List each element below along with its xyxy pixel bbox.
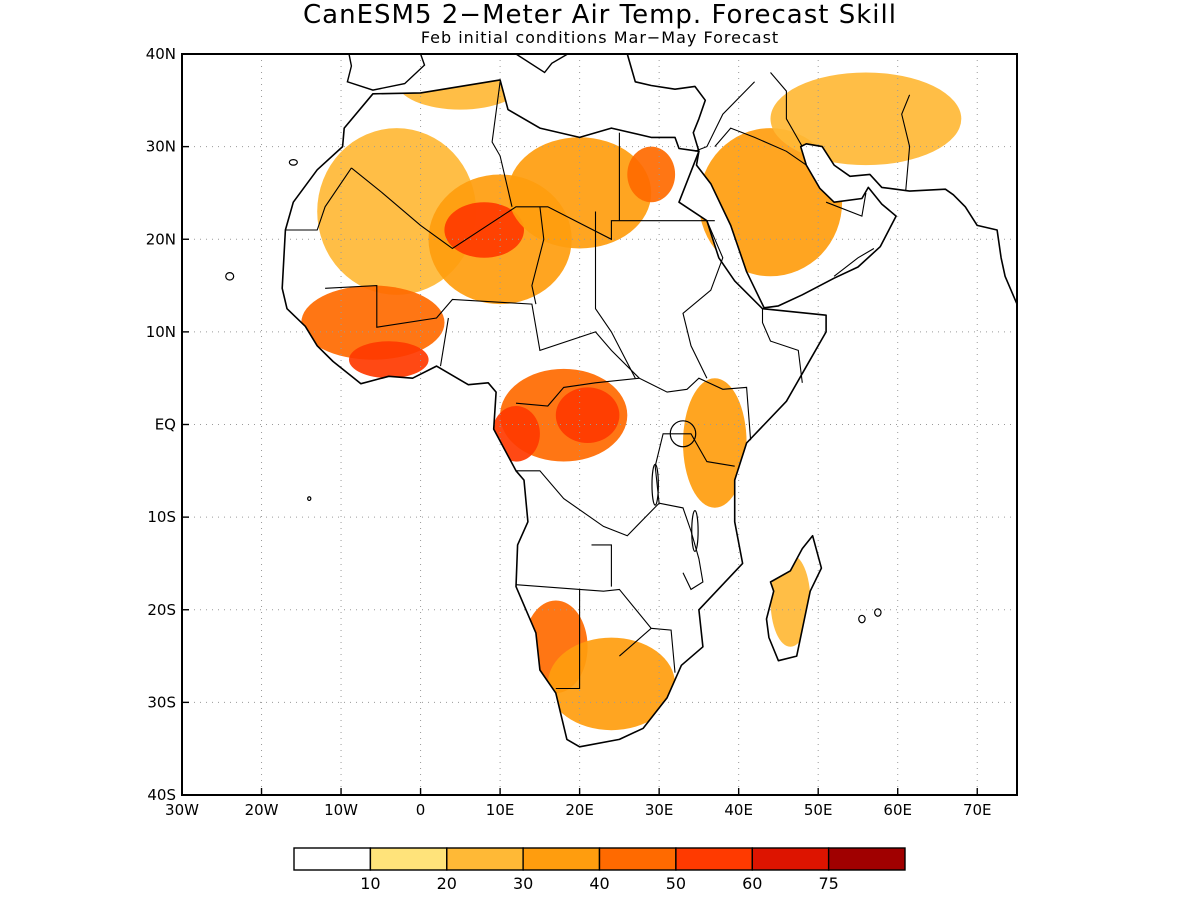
colorbar-swatch — [751, 847, 830, 871]
colorbar-swatch — [598, 847, 677, 871]
axis-ticks: 30W 20W 10W 0 10E 20E 30E 40E 50E 60E 70E 40N 30N 20N… — [146, 45, 992, 819]
coastline-layer — [225, 53, 1018, 748]
country-border — [555, 589, 581, 690]
lake-or-island — [288, 158, 298, 166]
country-border — [833, 248, 875, 277]
country-border — [515, 377, 640, 407]
lake-or-island — [225, 271, 235, 281]
lon-tick-label: 10W — [324, 801, 358, 819]
skill-region-guinea-coast — [349, 341, 429, 379]
colorbar-swatch — [293, 847, 372, 871]
country-border — [619, 627, 652, 657]
colorbar-label: 20 — [437, 874, 457, 893]
colorbar-label: 10 — [360, 874, 380, 893]
skill-region-congo-core — [555, 387, 620, 444]
lon-tick-label: 50E — [804, 801, 833, 819]
colorbar-label: 60 — [742, 874, 762, 893]
country-border — [682, 220, 724, 379]
lon-tick-label: 10E — [486, 801, 515, 819]
colorbar-swatch — [369, 847, 448, 871]
lon-tick-label: 40E — [724, 801, 753, 819]
coastline-europe — [515, 53, 569, 74]
skill-region-iran — [770, 72, 962, 166]
lake-or-island — [307, 496, 312, 502]
lon-tick-label: 70E — [963, 801, 992, 819]
colorbar-label: 40 — [589, 874, 609, 893]
country-border — [591, 544, 612, 587]
country-border — [825, 192, 867, 217]
skill-region-egypt-east — [627, 146, 676, 203]
country-border — [285, 167, 352, 231]
lon-tick-label: 20W — [245, 801, 279, 819]
lat-tick-label: 30N — [146, 138, 176, 156]
lake-or-island — [669, 420, 697, 448]
colorbar-swatch — [522, 847, 601, 871]
country-border — [658, 502, 704, 591]
country-border — [491, 81, 513, 207]
colorbar-swatch — [446, 847, 524, 871]
skill-region-south-africa — [547, 637, 676, 731]
lon-tick-label: 0 — [416, 801, 426, 819]
country-border — [325, 285, 752, 441]
colorbar: 10 20 30 40 50 60 75 — [293, 847, 906, 893]
lake-or-island — [651, 463, 659, 506]
country-border — [694, 81, 755, 152]
lat-tick-label: 30S — [147, 693, 176, 711]
skill-region-west-africa — [301, 285, 445, 360]
lake-or-island — [874, 608, 882, 617]
colorbar-swatch — [675, 847, 754, 871]
lat-tick-label: 40S — [147, 786, 176, 804]
country-border — [714, 127, 807, 166]
skill-region-madagascar — [770, 554, 811, 647]
colorbar-label: 75 — [818, 874, 838, 893]
lon-tick-label: 60E — [883, 801, 912, 819]
lon-tick-label: 20E — [565, 801, 594, 819]
lake-or-island — [691, 510, 699, 552]
skill-region-mediterranean — [396, 54, 524, 110]
country-border — [594, 211, 636, 379]
skill-region-gabon — [492, 406, 540, 462]
skill-layer — [301, 54, 962, 731]
colorbar-label: 50 — [666, 874, 686, 893]
map-title: CanESM5 2−Meter Air Temp. Forecast Skill — [303, 0, 897, 30]
lat-tick-label: 40N — [146, 45, 176, 63]
lake-or-island — [858, 614, 866, 624]
country-border — [531, 206, 545, 305]
coastline — [765, 534, 823, 662]
lat-tick-label: EQ — [155, 416, 176, 434]
coastline — [626, 53, 1018, 309]
coastline — [281, 79, 827, 748]
skill-region-east-africa — [683, 378, 747, 508]
country-border — [439, 317, 449, 367]
colorbar-label: 30 — [513, 874, 533, 893]
country-border — [761, 308, 803, 383]
country-border — [351, 167, 620, 250]
coastline-europe — [346, 53, 426, 91]
lon-tick-label: 30E — [645, 801, 674, 819]
lat-tick-label: 20S — [147, 601, 176, 619]
lon-tick-label: 30W — [165, 801, 199, 819]
country-border — [901, 94, 911, 192]
colorbar-swatch — [827, 847, 906, 871]
country-border — [770, 72, 803, 147]
lat-tick-label: 10N — [146, 323, 176, 341]
map-subtitle: Feb initial conditions Mar−May Forecast — [420, 28, 780, 47]
skill-region-niger-core — [444, 202, 524, 258]
lat-tick-label: 20N — [146, 230, 176, 248]
lat-tick-label: 10S — [147, 508, 176, 526]
